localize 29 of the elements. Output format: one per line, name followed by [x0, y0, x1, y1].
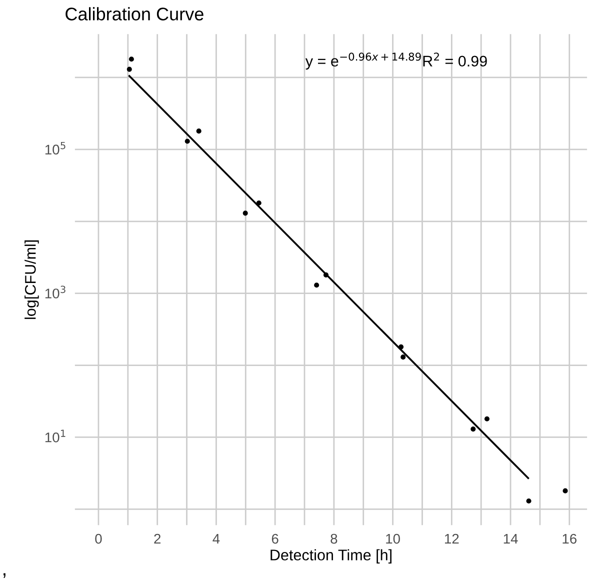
x-tick-label: 0 [95, 534, 102, 544]
point [470, 426, 476, 432]
point [126, 66, 132, 72]
point [256, 200, 262, 206]
point [128, 56, 134, 62]
point [242, 210, 248, 216]
x-tick-label: 14 [504, 534, 518, 544]
y-tick-label: 10$^{3}$ [45, 286, 66, 298]
chart-title: Calibration Curve [66, 7, 204, 20]
point [562, 488, 568, 494]
point [314, 282, 320, 288]
x-tick-label: 6 [272, 534, 278, 544]
x-tick-label: 2 [154, 534, 161, 544]
x-tick-label: 4 [212, 534, 220, 544]
point [184, 138, 190, 144]
x-axis-title: Detection Time [h] [270, 549, 392, 564]
text: , [4, 573, 6, 578]
x-tick-label: 12 [444, 534, 459, 544]
y-tick-label: 10$^{5}$ [45, 142, 66, 155]
point [484, 416, 490, 422]
x-tick-label: 10 [386, 534, 400, 544]
point [196, 128, 202, 134]
annotation: y = e$^{−0.96x+14.89}$R$^{2}$ = 0.99 [305, 52, 487, 70]
point [400, 354, 406, 360]
point [526, 498, 532, 504]
y-axis-title: log[CFU/ml] [24, 240, 39, 319]
x-tick-label: 16 [562, 534, 577, 544]
x-tick-label: 8 [330, 534, 338, 544]
y-tick-label: 10$^{1}$ [45, 430, 66, 442]
